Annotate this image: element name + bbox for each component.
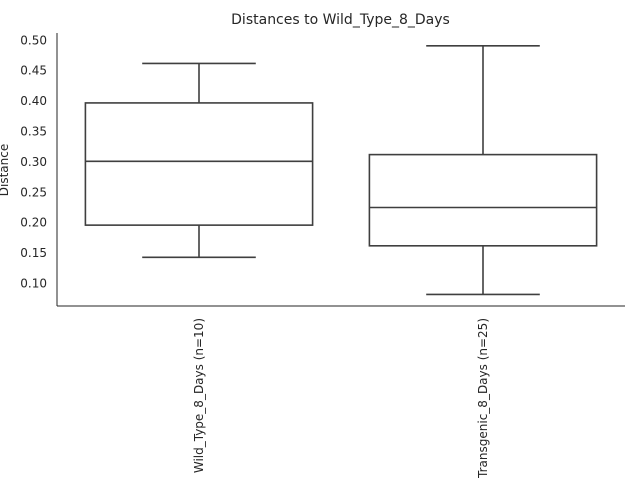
y-tick-label: 0.35 <box>20 124 47 138</box>
y-tick-label: 0.40 <box>20 94 47 108</box>
x-tick-label: Wild_Type_8_Days (n=10) <box>192 318 206 473</box>
plot-area <box>84 44 598 296</box>
y-tick-label: 0.45 <box>20 64 47 78</box>
box-group <box>368 44 598 296</box>
chart-title: Distances to Wild_Type_8_Days <box>231 12 450 28</box>
y-tick-label: 0.15 <box>20 246 47 260</box>
y-axis-label: Distance <box>0 144 11 196</box>
box-iqr <box>84 102 314 226</box>
y-axis-ticks: 0.10 0.15 0.20 0.25 0.30 0.35 0.40 0.45 0.50 <box>20 33 47 290</box>
y-tick-label: 0.30 <box>20 155 47 169</box>
x-axis-ticks: Wild_Type_8_Days (n=10) Transgenic_8_Days… <box>192 318 490 479</box>
y-tick-label: 0.50 <box>20 33 47 47</box>
y-tick-label: 0.10 <box>20 277 47 291</box>
x-tick-label: Transgenic_8_Days (n=25) <box>476 318 490 479</box>
box-group <box>84 62 314 259</box>
y-tick-label: 0.20 <box>20 216 47 230</box>
y-tick-label: 0.25 <box>20 185 47 199</box>
box-iqr <box>368 153 598 247</box>
